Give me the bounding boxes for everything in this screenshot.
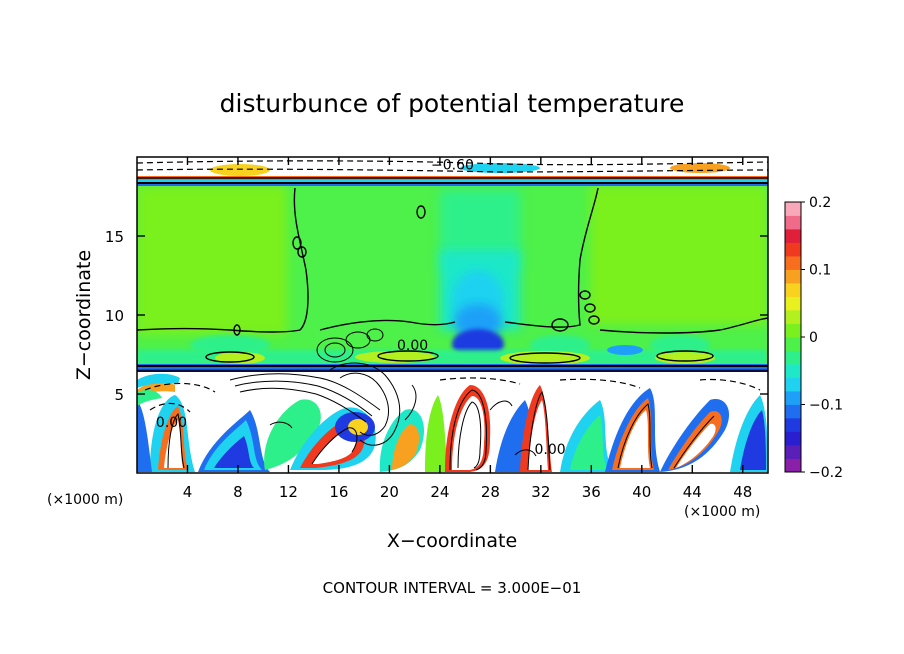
x-tick-label: 44 [683,483,702,501]
contour-label: −0.60 [431,158,474,174]
colorbar-swatch [785,445,801,459]
x-tick-label: 32 [531,483,550,501]
contour-lines [137,160,768,471]
dashed-contours [137,160,768,413]
x-tick-label: 36 [582,483,601,501]
colorbar: 0.2 0.1 0 −0.1 −0.2 [784,195,843,481]
colorbar-swatch [785,337,801,351]
x-unit-right: (×1000 m) [684,504,760,520]
colorbar-swatch [785,323,801,338]
x-tick-label: 40 [632,483,651,501]
x-tick-label: 48 [733,483,752,501]
contour-label: 0.00 [397,338,428,354]
y-tick-label: 5 [114,386,124,404]
colorbar-tick-label: −0.1 [809,398,843,414]
colorbar-swatch [785,377,801,392]
x-tick-label: 8 [233,483,243,501]
colorbar-swatch [785,229,801,243]
plot-area: −0.60 0.00 0.00 0.00 [137,157,768,473]
x-tick-label: 24 [430,483,449,501]
colorbar-tick-label: −0.2 [809,465,843,481]
x-tick-label: 12 [279,483,298,501]
contour-label: 0.00 [535,442,566,458]
y-tick-label: 10 [105,307,124,325]
colorbar-swatch [785,283,801,297]
colorbar-tick-label: 0 [809,330,818,346]
x-axis-label: X−coordinate [387,530,517,552]
colorbar-swatch [785,242,801,257]
colorbar-swatch [785,350,801,365]
x-axis: 4 8 12 16 20 24 28 32 36 40 44 48 [183,157,752,501]
heatmap-field [137,157,768,473]
y-tick-label: 15 [105,228,124,246]
eddy-contours [167,328,715,471]
colorbar-swatch [785,391,801,405]
colorbar-tick-label: 0.1 [809,263,831,279]
x-tick-label: 20 [380,483,399,501]
x-tick-label: 16 [329,483,348,501]
colorbar-swatch [785,256,801,270]
colorbar-swatch [785,215,801,230]
x-unit-left: (×1000 m) [47,492,123,508]
colorbar-swatch [785,310,801,324]
y-axis: 5 10 15 [105,228,768,404]
y-axis-label: Z−coordinate [73,250,95,380]
colorbar-tick-label: 0.2 [809,195,831,211]
colorbar-swatch [785,431,801,446]
chart-title: disturbunce of potential temperature [220,89,685,118]
x-tick-label: 4 [183,483,193,501]
colorbar-swatch [785,458,801,473]
x-tick-label: 28 [481,483,500,501]
colorbar-swatch [785,202,801,216]
colorbar-swatch [785,364,801,378]
colorbar-swatch [785,296,801,311]
colorbar-swatch [785,269,801,284]
colorbar-swatch [785,404,801,419]
colorbar-swatch [785,418,801,432]
footer-note: CONTOUR INTERVAL = 3.000E−01 [323,579,582,597]
contour-label: 0.00 [156,415,187,431]
contour-labels: −0.60 0.00 0.00 0.00 [156,158,566,458]
